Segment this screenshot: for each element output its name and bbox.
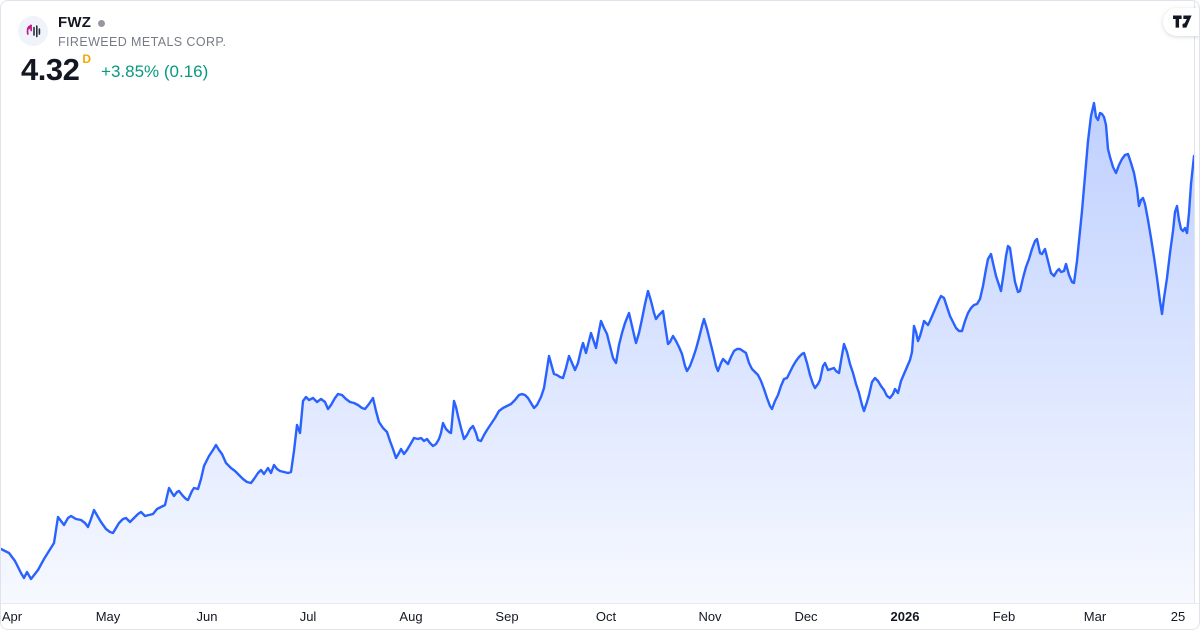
fireweed-logo-icon [26, 24, 41, 38]
time-axis-tick: May [95, 609, 121, 624]
company-name: FIREWEED METALS CORP. [58, 35, 227, 49]
tradingview-logo-icon [1173, 15, 1192, 28]
time-axis-tick: Sep [495, 609, 519, 624]
price-change: +3.85% (0.16) [101, 62, 209, 81]
price-row: 4.32 D +3.85% (0.16) [21, 52, 209, 87]
chart-area-fill [1, 103, 1194, 603]
time-axis-tick: Jun [196, 609, 218, 624]
time-axis-tick: Mar [1083, 609, 1107, 624]
symbol-ticker[interactable]: FWZ [58, 14, 92, 31]
time-axis[interactable]: Apr May Jun Jul Aug Sep Oct Nov Dec 2026 Feb Mar 25 [1, 603, 1199, 629]
interval-badge: D [82, 52, 92, 66]
symbol-header[interactable]: FWZ FIREWEED METALS CORP. [18, 14, 226, 49]
time-axis-tick: 25 [1170, 609, 1186, 624]
price-axis-border [1194, 1, 1195, 603]
tradingview-attribution[interactable] [1163, 8, 1199, 36]
time-axis-tick: Nov [698, 609, 722, 624]
time-axis-tick: Oct [595, 609, 617, 624]
time-axis-tick: Jul [299, 609, 317, 624]
time-axis-tick: Dec [794, 609, 818, 624]
time-axis-tick: Apr [1, 609, 23, 624]
time-axis-tick: Feb [992, 609, 1016, 624]
last-price: 4.32 [21, 52, 80, 87]
time-axis-tick: Aug [399, 609, 423, 624]
price-chart[interactable] [1, 1, 1200, 603]
chart-price-line [1, 101, 1196, 581]
company-logo [18, 16, 48, 46]
market-status-dot [98, 19, 106, 27]
time-axis-tick: 2026 [890, 609, 920, 624]
